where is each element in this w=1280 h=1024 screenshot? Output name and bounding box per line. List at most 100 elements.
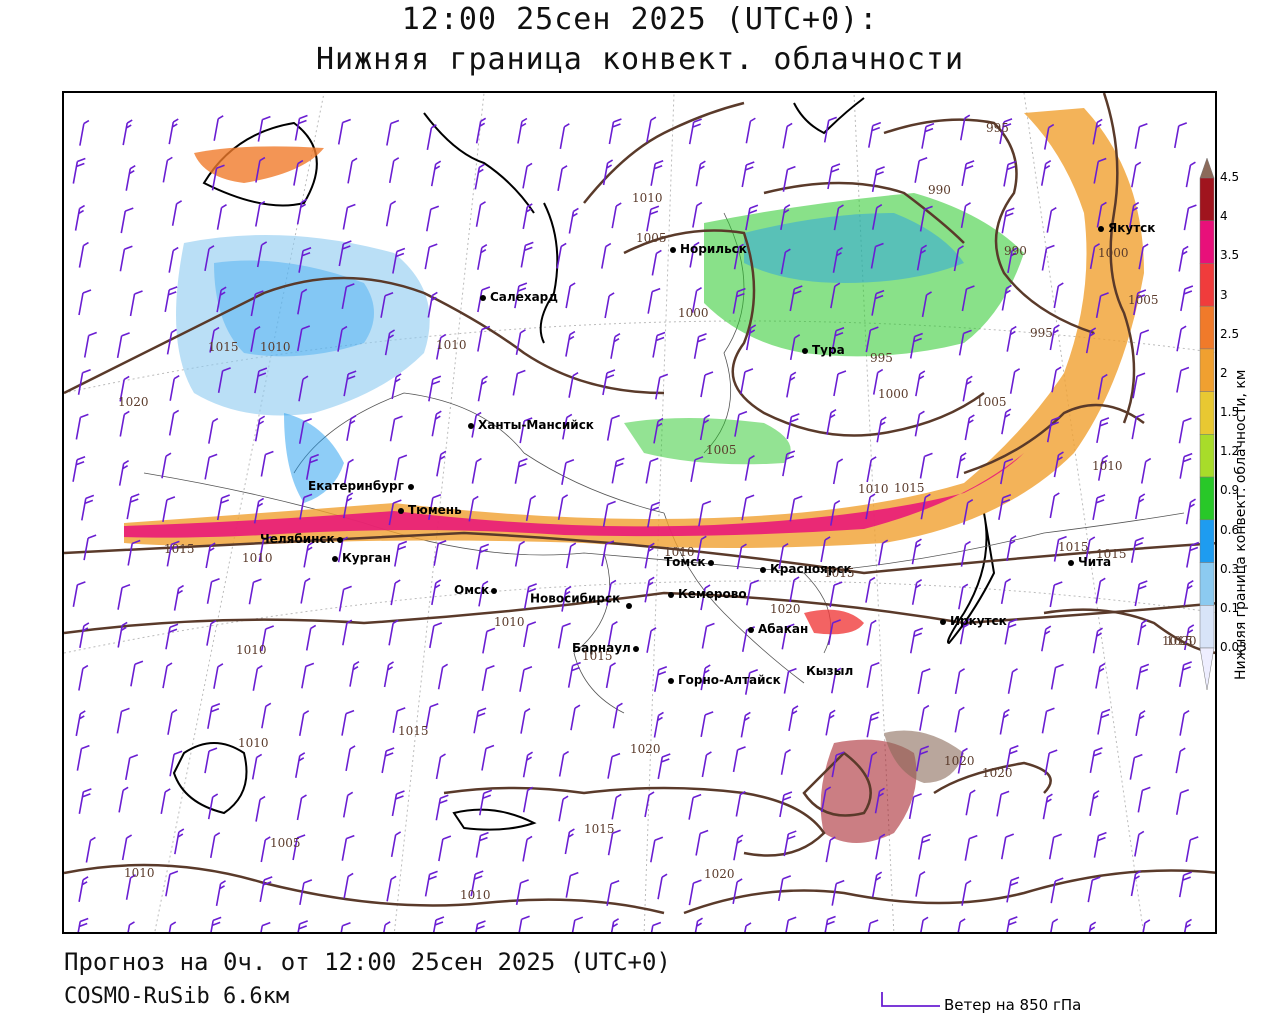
- wind-barb: [390, 579, 401, 606]
- wind-barb: [341, 709, 355, 736]
- isobar-label: 1010: [632, 191, 663, 205]
- isobar-label: 1010: [236, 643, 267, 657]
- wind-barb: [831, 879, 845, 906]
- wind-barb: [999, 708, 1010, 735]
- wind-barb: [829, 581, 843, 608]
- wind-barb: [389, 415, 403, 442]
- city-label: Якутск: [1108, 221, 1156, 235]
- wind-barb: [1089, 243, 1100, 269]
- wind-barb: [166, 540, 180, 567]
- wind-barb: [519, 417, 533, 444]
- wind-barb: [431, 410, 442, 437]
- wind-barb: [1095, 577, 1106, 604]
- city-irkutsk: Иркутск: [940, 614, 1007, 628]
- city-marker: [491, 587, 498, 594]
- wind-barb: [1044, 749, 1058, 776]
- wind-barb: [700, 711, 714, 737]
- wind-barb: [1001, 284, 1012, 311]
- wind-barb: [1138, 243, 1149, 270]
- wind-barb: [425, 702, 439, 729]
- wind-barb: [916, 244, 928, 271]
- city-marker: [748, 626, 754, 633]
- wind-barb: [1006, 916, 1018, 932]
- wind-barb: [391, 373, 402, 400]
- colorbar-tick-label: 0.3: [1220, 561, 1240, 576]
- wind-barb: [1130, 870, 1141, 897]
- wind-barb: [168, 409, 180, 436]
- wind-barb: [515, 879, 529, 906]
- wind-barb: [1178, 245, 1189, 272]
- wind-barb: [297, 920, 309, 932]
- wind-barb: [780, 248, 791, 275]
- wind-barb: [424, 870, 438, 897]
- colorbar-tick-label: 0.03: [1220, 640, 1247, 654]
- wind-barb: [72, 157, 86, 184]
- isobar-label: 1015: [1162, 634, 1193, 648]
- graticule: [64, 93, 1215, 932]
- wind-barb: [998, 494, 1012, 520]
- wind-barb: [125, 165, 136, 191]
- wind-barb: [867, 121, 882, 148]
- wind-barb: [118, 459, 130, 486]
- wind-barb: [168, 118, 179, 145]
- wind-barb: [437, 663, 449, 690]
- colorbar-tick-label: 4: [1220, 209, 1228, 224]
- wind-barb: [866, 456, 877, 483]
- wind-barb: [962, 375, 973, 402]
- wind-barb: [119, 410, 130, 437]
- wind-barb: [820, 536, 831, 563]
- wind-barb: [650, 921, 662, 932]
- wind-barb: [1001, 408, 1012, 435]
- wind-barb: [961, 880, 972, 906]
- wind-barb: [1092, 627, 1103, 654]
- city-label: Кызыл: [806, 664, 854, 678]
- wind-barb: [782, 450, 796, 477]
- isobar-label: 1000: [878, 387, 909, 401]
- wind-barb: [921, 122, 935, 149]
- isobar-label: 995: [870, 351, 893, 365]
- wind-barb: [788, 705, 799, 732]
- wind-barb: [956, 452, 967, 479]
- colorbar: 4.5 4 3.5 3 2.5 2 1.5 1.2 0.9 0.6 0.3 0.1 0.03: [1196, 157, 1256, 698]
- wind-barb: [657, 753, 671, 780]
- wind-barb: [786, 371, 797, 398]
- city-label: Омск: [454, 583, 490, 597]
- wind-barb: [1050, 918, 1059, 932]
- wind-barb: [783, 667, 797, 694]
- wind-barb: [167, 709, 178, 735]
- isobar-label: 1010: [664, 545, 695, 559]
- wind-barb: [827, 619, 841, 646]
- wind-barb: [81, 494, 95, 521]
- isobar-label: 1015: [1058, 540, 1089, 554]
- wind-barb: [866, 662, 880, 688]
- wind-barb: [75, 710, 86, 737]
- wind-barb: [562, 413, 573, 440]
- wind-barb: [698, 500, 712, 527]
- wind-barb: [651, 249, 662, 276]
- wind-barb: [204, 453, 218, 480]
- wind-barb: [700, 584, 711, 611]
- wind-barb: [1041, 244, 1055, 271]
- wind-barb: [999, 118, 1013, 145]
- wind-barb: [732, 878, 743, 905]
- wind-barb: [831, 751, 845, 778]
- wind-barb: [428, 494, 442, 520]
- city-label: Салехард: [490, 290, 558, 304]
- wind-barb: [259, 876, 273, 902]
- wind-barb: [1049, 581, 1063, 608]
- wind-barb: [435, 753, 446, 780]
- colorbar-swatch: [1199, 519, 1215, 563]
- wind-barb: [866, 711, 880, 738]
- wind-barb: [477, 325, 491, 352]
- coastlines: [172, 97, 996, 831]
- city-abakan: Абакан: [748, 622, 808, 636]
- wind-barb: [337, 536, 349, 563]
- wind-barb: [961, 160, 975, 187]
- wind-barb: [338, 240, 352, 267]
- wind-barb: [119, 245, 133, 272]
- wind-barb: [392, 247, 406, 274]
- wind-barb: [77, 368, 91, 395]
- wind-barb: [481, 665, 495, 691]
- wind-barb: [785, 916, 797, 932]
- wind-barb: [299, 493, 313, 520]
